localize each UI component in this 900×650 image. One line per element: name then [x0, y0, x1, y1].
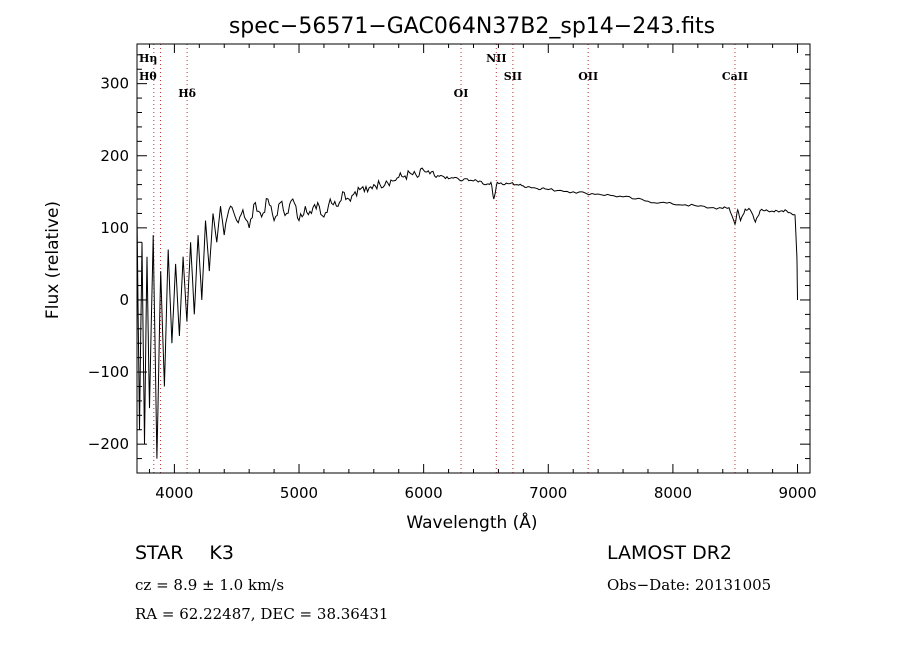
y-tick-label: −100	[88, 363, 129, 381]
line-marker-label: NII	[486, 52, 506, 65]
x-tick-label: 7000	[529, 484, 567, 502]
line-marker-label: SII	[504, 70, 522, 83]
line-marker-label: OI	[454, 87, 469, 100]
y-tick-label: −200	[88, 435, 129, 453]
y-tick-label: 200	[100, 147, 129, 165]
line-markers: Hη Hθ Hδ OI NII SII OII CaII	[139, 44, 748, 473]
object-subclass: K3	[209, 542, 234, 564]
y-tick-label: 300	[100, 75, 129, 93]
line-marker-label: Hη	[139, 52, 157, 65]
y-tick-label: 100	[100, 219, 129, 237]
chart-title: spec−56571−GAC064N37B2_sp14−243.fits	[229, 14, 715, 39]
x-tick-label: 8000	[654, 484, 692, 502]
plot-frame	[136, 43, 811, 474]
x-axis-label: Wavelength (Å)	[406, 511, 537, 533]
x-tick-label: 4000	[155, 484, 193, 502]
sky-coordinates: RA = 62.22487, DEC = 38.36431	[135, 605, 389, 623]
observation-date: Obs−Date: 20131005	[607, 576, 772, 594]
x-tick-label: 9000	[778, 484, 816, 502]
y-axis-label: Flux (relative)	[43, 201, 63, 319]
axis-ticks: 4000 5000 6000 7000 8000 9000 −200 −100 0 100 200 3…	[88, 44, 817, 502]
survey-name: LAMOST DR2	[607, 542, 732, 564]
object-class: STAR K3	[135, 542, 234, 564]
line-marker-label: Hδ	[178, 87, 196, 100]
x-tick-label: 6000	[405, 484, 443, 502]
redshift-velocity: cz = 8.9 ± 1.0 km/s	[135, 576, 285, 594]
line-marker-label: CaII	[722, 70, 748, 83]
line-marker-label: Hθ	[139, 70, 157, 83]
x-tick-label: 5000	[280, 484, 318, 502]
y-tick-label: 0	[119, 291, 129, 309]
object-type: STAR	[135, 542, 184, 564]
line-marker-label: OII	[578, 70, 598, 83]
spectrum-line	[136, 167, 798, 459]
